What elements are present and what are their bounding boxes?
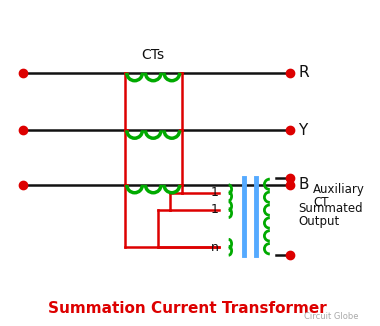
Text: Circuit Globe: Circuit Globe [304, 312, 359, 321]
Text: Summated: Summated [298, 202, 363, 215]
Text: 1: 1 [211, 186, 219, 199]
Text: R: R [298, 65, 309, 80]
Text: CT: CT [313, 196, 328, 209]
Text: Output: Output [298, 215, 339, 228]
Text: 1: 1 [211, 203, 219, 216]
Text: n: n [211, 241, 219, 254]
Text: CTs: CTs [142, 48, 165, 62]
Text: B: B [298, 177, 309, 192]
Text: Auxiliary: Auxiliary [313, 183, 365, 196]
Text: Y: Y [298, 123, 307, 138]
Text: Summation Current Transformer: Summation Current Transformer [48, 301, 327, 316]
